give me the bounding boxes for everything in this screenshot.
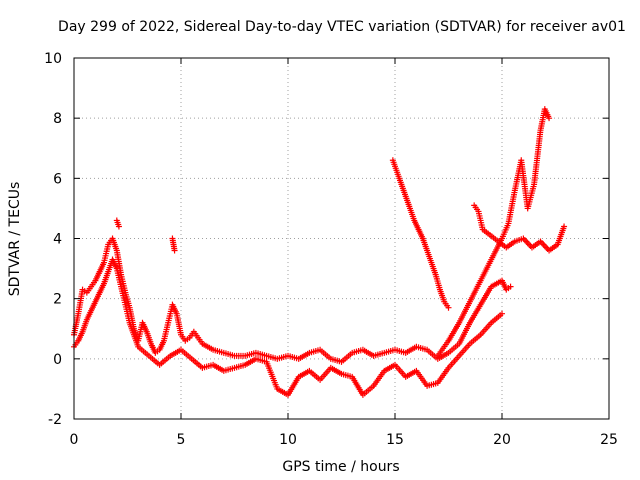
x-axis-label: GPS time / hours bbox=[282, 459, 399, 475]
x-tick-label: 0 bbox=[70, 432, 79, 448]
data-point bbox=[546, 115, 553, 122]
y-tick-label: 10 bbox=[44, 51, 62, 67]
x-tick-label: 20 bbox=[493, 432, 511, 448]
y-tick-label: 6 bbox=[53, 171, 62, 187]
chart-title: Day 299 of 2022, Sidereal Day-to-day VTE… bbox=[58, 19, 626, 35]
data-points bbox=[71, 106, 568, 398]
y-axis-label: SDTVAR / TECUs bbox=[7, 182, 23, 297]
x-tick-label: 25 bbox=[600, 432, 618, 448]
data-point bbox=[115, 223, 122, 230]
y-tick-labels: -2 0 2 4 6 8 10 bbox=[44, 51, 62, 428]
x-tick-labels: 0 5 10 15 20 25 bbox=[70, 432, 618, 448]
x-tick-label: 15 bbox=[386, 432, 404, 448]
axis-ticks bbox=[73, 57, 610, 420]
y-tick-label: 4 bbox=[53, 232, 62, 248]
data-point bbox=[499, 310, 505, 317]
data-point bbox=[445, 304, 452, 311]
data-point bbox=[507, 283, 514, 290]
data-point bbox=[171, 247, 178, 254]
y-tick-label: 8 bbox=[53, 111, 62, 127]
grid bbox=[74, 58, 609, 419]
y-tick-label: -2 bbox=[48, 412, 62, 428]
y-tick-label: 0 bbox=[53, 352, 62, 368]
data-point bbox=[561, 223, 568, 230]
x-tick-label: 5 bbox=[177, 432, 186, 448]
x-tick-label: 10 bbox=[279, 432, 297, 448]
y-tick-label: 2 bbox=[53, 292, 62, 308]
